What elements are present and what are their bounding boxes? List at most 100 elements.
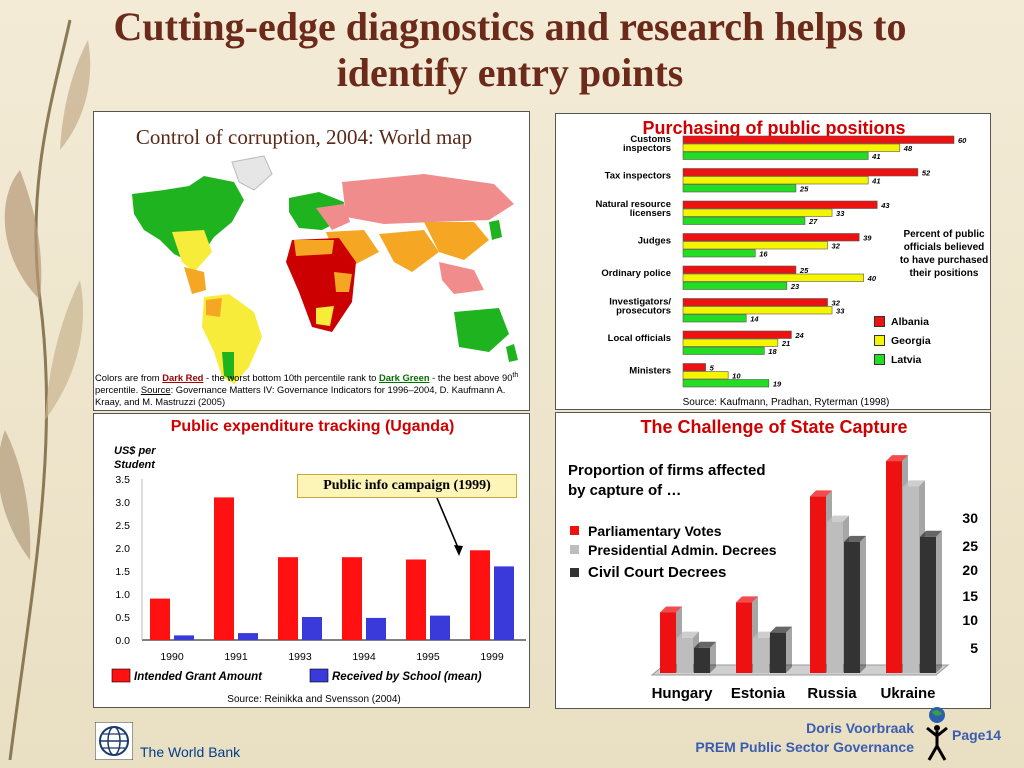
bar-latvia	[682, 249, 756, 258]
bar-top	[844, 535, 866, 542]
bar-albania	[682, 330, 792, 339]
y-tick-label: 1.0	[115, 589, 130, 601]
bar-top	[886, 455, 908, 462]
bar-albania	[682, 363, 706, 372]
legend-label: Albania	[891, 315, 929, 328]
expenditure-tracking-panel: Public expenditure tracking (Uganda) US$…	[93, 413, 530, 708]
category-label: Customs	[630, 134, 671, 145]
bar-top	[660, 606, 682, 613]
legend-label: Civil Court Decrees	[588, 563, 727, 581]
legend-label: Latvia	[891, 353, 922, 366]
category-label: licensers	[630, 208, 671, 219]
category-label: Natural resource	[595, 199, 671, 210]
legend-item: Georgia	[874, 331, 984, 350]
bar-side	[936, 530, 942, 673]
africa	[286, 238, 356, 332]
dark-red-label: Dark Red	[162, 372, 204, 384]
x-tick-label: Estonia	[731, 685, 786, 702]
value-label: 43	[880, 201, 890, 210]
bar-intended	[406, 559, 426, 640]
legend-label: Georgia	[891, 334, 931, 347]
bar-intended	[214, 497, 234, 640]
caption-text: : Governance Matters IV: Governance Indi…	[95, 384, 506, 408]
map-title: Control of corruption, 2004: World map	[135, 125, 473, 149]
bar-top	[810, 490, 832, 497]
legend-swatch	[874, 354, 885, 365]
purchasing-legend: Albania Georgia Latvia	[874, 312, 984, 369]
page-number: Page14	[952, 727, 1002, 743]
person-globe-icon	[926, 707, 948, 761]
purchasing-note: Percent of public officials believed to …	[899, 229, 989, 279]
east-asia	[424, 222, 489, 260]
bar-albania	[682, 168, 919, 177]
bar-albania	[682, 298, 828, 307]
y-tick-label: 30	[962, 510, 978, 526]
legend-swatch	[874, 335, 885, 346]
y-tick-label: 0.0	[115, 635, 130, 647]
x-tick-label: 1990	[160, 651, 184, 663]
value-label: 21	[781, 339, 790, 348]
value-label: 41	[871, 177, 880, 186]
bar-latvia	[682, 281, 788, 290]
y-tick-label: 5	[970, 640, 978, 656]
bar-georgia	[682, 371, 729, 380]
x-tick-label: 1993	[288, 651, 312, 663]
footer-author-block: Doris Voorbraak PREM Public Sector Gover…	[600, 719, 914, 757]
purchasing-source: Source: Kaufmann, Pradhan, Ryterman (199…	[682, 397, 890, 408]
bar-side	[786, 626, 792, 673]
footer-author: Doris Voorbraak	[806, 720, 914, 736]
y-tick-label: 1.5	[115, 566, 130, 578]
bar-latvia	[682, 346, 765, 355]
bar-latvia	[682, 216, 806, 225]
campaign-arrow-head	[454, 545, 463, 556]
value-label: 39	[863, 234, 872, 243]
category-label: Tax inspectors	[605, 171, 671, 182]
legend-swatch	[570, 567, 579, 577]
value-label: 32	[832, 299, 841, 308]
legend-swatch	[570, 545, 579, 554]
campaign-arrow-line	[436, 497, 460, 551]
category-label: Ordinary police	[601, 268, 671, 279]
map-caption: Colors are from Dark Red - the worst bot…	[95, 370, 529, 408]
bar-georgia	[682, 241, 828, 250]
value-label: 18	[768, 347, 777, 356]
bar-latvia	[682, 379, 770, 388]
purchasing-title: Purchasing of public positions	[642, 118, 906, 138]
source-label: Source	[140, 384, 171, 396]
legend-label: Parliamentary Votes	[588, 522, 722, 539]
legend-label: Presidential Admin. Decrees	[588, 541, 777, 558]
bar-albania	[682, 135, 955, 144]
y-tick-label: 10	[962, 612, 978, 628]
bar-albania	[682, 265, 797, 274]
bar-side	[710, 641, 716, 673]
bar-albania	[682, 233, 860, 242]
legend-item: Civil Court Decrees	[570, 559, 777, 585]
bar-top	[770, 626, 792, 633]
capture-legend: Parliamentary Votes Presidential Admin. D…	[570, 521, 777, 585]
bar-front	[677, 637, 693, 673]
caption-text: - the worst bottom 10th percentile rank …	[203, 372, 379, 384]
y-tick-label: 2.0	[115, 543, 130, 555]
bar-front	[903, 486, 919, 673]
bar-received	[430, 615, 450, 640]
footer-org: The World Bank	[140, 744, 241, 760]
legend-swatch	[309, 668, 329, 683]
y-tick-label: 0.5	[115, 612, 130, 624]
bar-front	[753, 637, 769, 673]
ylabel-line: US$ per	[114, 445, 156, 457]
value-label: 33	[836, 209, 845, 218]
x-tick-label: 1999	[480, 651, 504, 663]
bar-front	[660, 612, 676, 673]
pet-chart: 0.0 0.5 1.0 1.5 2.0 2.5 3.0 3.5 1990 1991 1993 1994…	[111, 474, 526, 683]
capture-chart: 30 25 20 15 10 5 Hungary Estonia Russia Ukraine	[650, 455, 978, 702]
y-tick-label: 15	[962, 588, 978, 604]
bar-georgia	[682, 273, 864, 282]
x-tick-label: Russia	[807, 685, 857, 702]
category-label: Local officials	[608, 333, 671, 344]
purchasing-positions-panel: Purchasing of public positions Customs in…	[555, 113, 991, 410]
pet-ylabel: US$ per Student	[114, 444, 156, 472]
bar-latvia	[682, 184, 797, 193]
value-label: 33	[836, 307, 845, 316]
caption-text: - the best above 90	[429, 372, 513, 384]
